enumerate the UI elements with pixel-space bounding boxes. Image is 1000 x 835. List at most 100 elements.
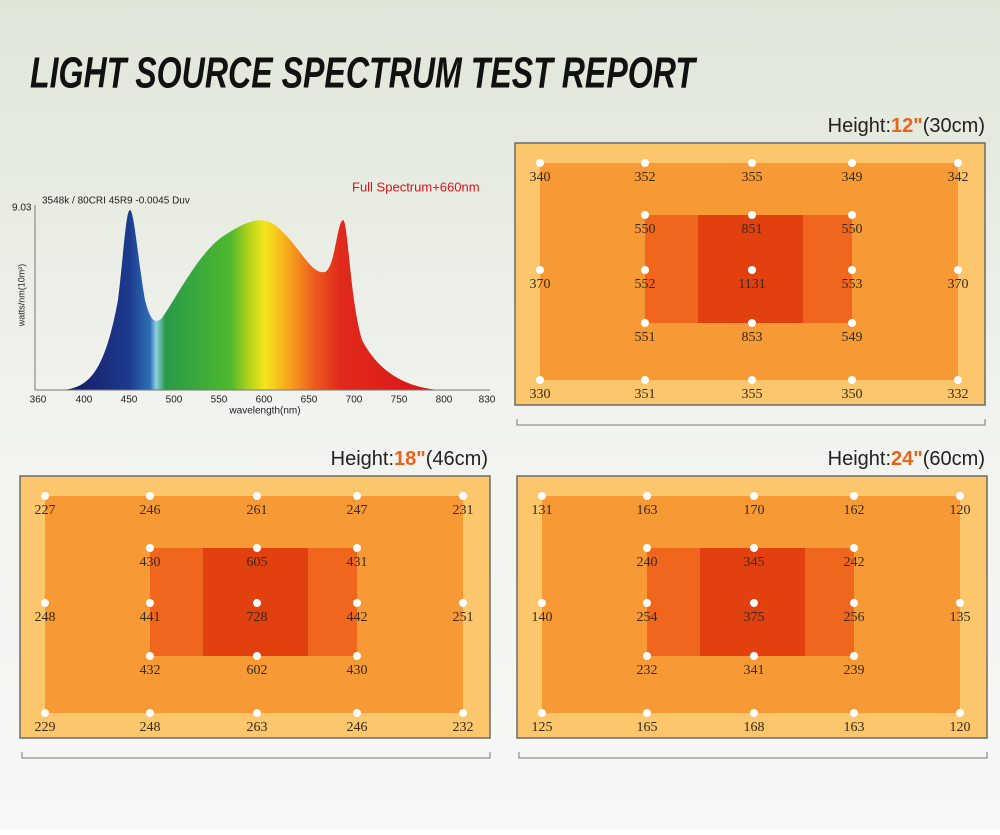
ppfd-value: 341 — [744, 663, 765, 678]
light-map: Height:12"(30cm) 340 352 355 349 342 550 851 550… — [514, 115, 986, 426]
measure-point — [536, 159, 544, 167]
ppfd-value: 345 — [744, 555, 765, 570]
measure-point — [848, 266, 856, 274]
spectrum-chart: 9.03 3548k / 80CRI 45R9 -0.0045 Duv Full… — [12, 179, 496, 416]
ppfd-value: 332 — [948, 387, 969, 402]
x-tick-label: 500 — [166, 395, 183, 406]
measure-point — [459, 709, 467, 717]
ppfd-value: 552 — [635, 277, 656, 292]
ppfd-value: 125 — [532, 720, 553, 735]
measure-point — [750, 544, 758, 552]
measure-point — [146, 544, 154, 552]
x-axis-label: wavelength(nm) — [228, 406, 300, 417]
measure-point — [643, 599, 651, 607]
measure-point — [146, 492, 154, 500]
spectrum-curve — [62, 210, 440, 390]
measure-point — [850, 652, 858, 660]
ppfd-value: 375 — [744, 610, 765, 625]
measure-point — [459, 599, 467, 607]
measure-point — [353, 544, 361, 552]
ppfd-value: 350 — [842, 387, 863, 402]
ppfd-value: 248 — [140, 720, 161, 735]
measure-point — [750, 492, 758, 500]
light-map: Height:18"(46cm) 227 246 261 247 231 430 605 431… — [19, 448, 491, 759]
measure-point — [956, 709, 964, 717]
measure-point — [954, 159, 962, 167]
ppfd-value: 342 — [948, 170, 969, 185]
ppfd-value: 851 — [742, 222, 763, 237]
ppfd-value: 135 — [950, 610, 971, 625]
height-label: Height:18"(46cm) — [331, 448, 488, 470]
measure-point — [643, 544, 651, 552]
ppfd-value: 605 — [247, 555, 268, 570]
ppfd-value: 553 — [842, 277, 863, 292]
ppfd-value: 163 — [637, 503, 658, 518]
ppfd-value: 430 — [347, 663, 368, 678]
y-axis-label: watts/nm(10m²) — [16, 264, 26, 328]
measure-point — [848, 159, 856, 167]
ppfd-value: 242 — [844, 555, 865, 570]
ppfd-value: 728 — [247, 610, 268, 625]
measure-point — [850, 709, 858, 717]
measure-point — [748, 211, 756, 219]
height-word: Height: — [331, 448, 394, 470]
spectrum-subtitle: 3548k / 80CRI 45R9 -0.0045 Duv — [42, 196, 190, 207]
measure-point — [641, 211, 649, 219]
x-tick-label: 800 — [436, 395, 453, 406]
x-tick-label: 700 — [346, 395, 363, 406]
ppfd-value: 602 — [247, 663, 268, 678]
map-bracket — [518, 752, 988, 759]
page-title: LIGHT SOURCE SPECTRUM TEST REPORT — [30, 49, 697, 98]
ppfd-value: 261 — [247, 503, 268, 518]
height-cm: (30cm) — [923, 115, 985, 137]
ppfd-value: 248 — [35, 610, 56, 625]
x-tick-label: 450 — [121, 395, 138, 406]
ppfd-value: 352 — [635, 170, 656, 185]
height-label: Height:24"(60cm) — [828, 448, 985, 470]
measure-point — [146, 652, 154, 660]
ppfd-value: 432 — [140, 663, 161, 678]
height-word: Height: — [828, 448, 891, 470]
measure-point — [956, 599, 964, 607]
light-map: Height:24"(60cm) 131 163 170 162 120 240 345 242… — [516, 448, 988, 759]
map-bracket — [21, 752, 491, 759]
measure-point — [850, 599, 858, 607]
measure-point — [353, 652, 361, 660]
y-max-label: 9.03 — [12, 203, 32, 214]
x-tick-label: 750 — [391, 395, 408, 406]
ppfd-value: 330 — [530, 387, 551, 402]
measure-point — [459, 492, 467, 500]
ppfd-value: 162 — [844, 503, 865, 518]
measure-point — [538, 599, 546, 607]
measure-point — [538, 709, 546, 717]
measure-point — [848, 211, 856, 219]
ppfd-value: 239 — [844, 663, 865, 678]
ppfd-value: 351 — [635, 387, 656, 402]
x-tick-label: 360 — [30, 395, 47, 406]
ppfd-value: 550 — [842, 222, 863, 237]
ppfd-value: 120 — [950, 720, 971, 735]
ppfd-value: 170 — [744, 503, 765, 518]
ppfd-value: 229 — [35, 720, 56, 735]
ppfd-value: 370 — [948, 277, 969, 292]
ppfd-value: 246 — [347, 720, 368, 735]
ppfd-value: 551 — [635, 330, 656, 345]
measure-point — [850, 544, 858, 552]
ppfd-value: 441 — [140, 610, 161, 625]
ppfd-value: 853 — [742, 330, 763, 345]
measure-point — [954, 376, 962, 384]
ppfd-value: 131 — [532, 503, 553, 518]
measure-point — [41, 599, 49, 607]
ppfd-value: 232 — [453, 720, 474, 735]
measure-point — [956, 492, 964, 500]
measure-point — [643, 709, 651, 717]
height-inches: 24" — [891, 448, 923, 470]
measure-point — [146, 709, 154, 717]
ppfd-value: 168 — [744, 720, 765, 735]
ppfd-value: 1131 — [738, 277, 765, 292]
measure-point — [353, 492, 361, 500]
measure-point — [643, 652, 651, 660]
x-tick-label: 550 — [211, 395, 228, 406]
measure-point — [748, 376, 756, 384]
